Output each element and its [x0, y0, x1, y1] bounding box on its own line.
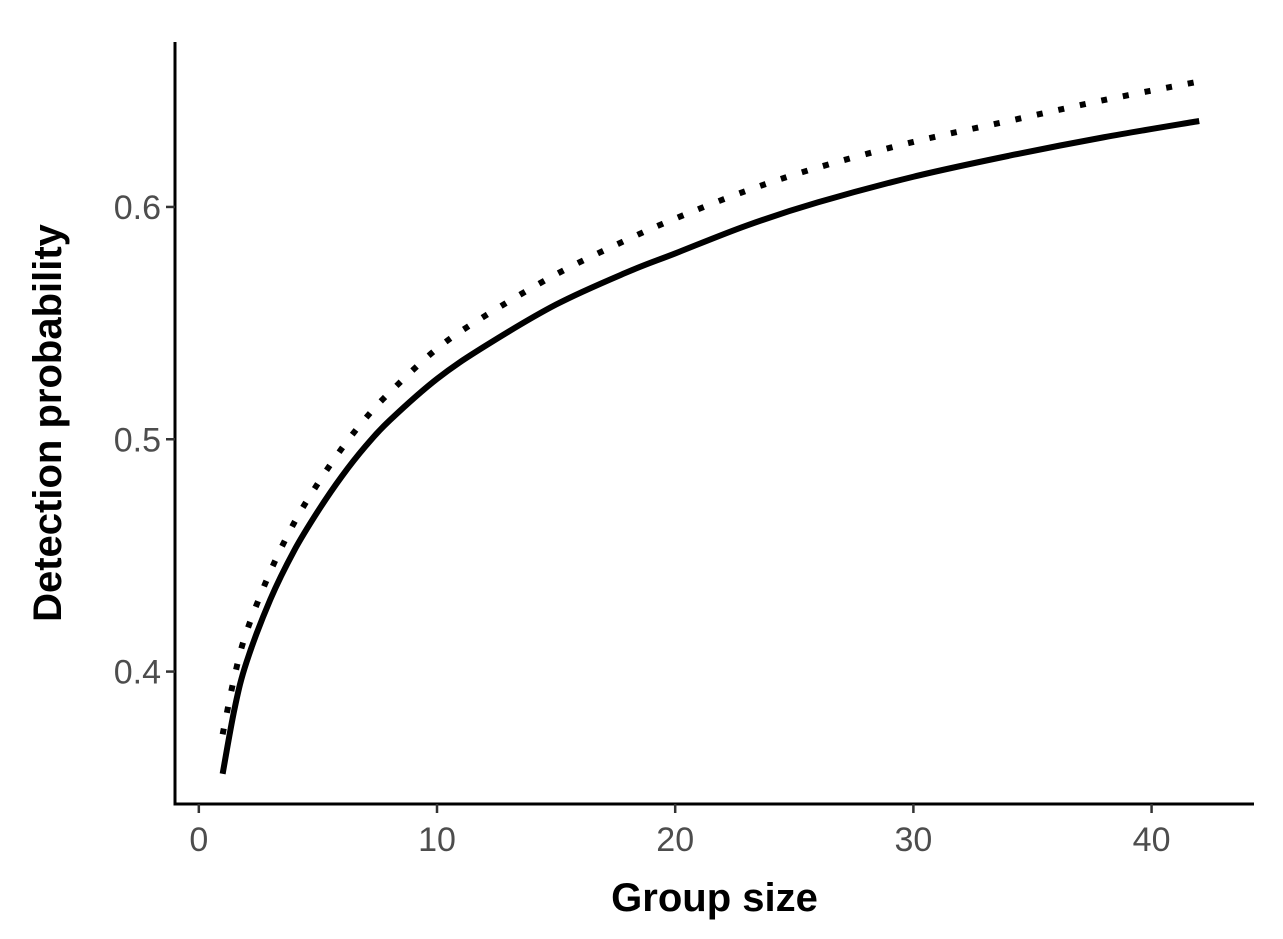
y-tick-label: 0.5: [114, 421, 161, 459]
x-tick-label: 20: [656, 821, 694, 859]
x-axis-ticks: 0 10 20 30 40: [189, 804, 1170, 859]
y-axis-title: Detection probability: [26, 223, 70, 622]
series-layer: [219, 78, 1200, 775]
y-tick-label: 0.6: [114, 189, 161, 227]
x-tick-label: 40: [1133, 821, 1171, 859]
x-tick-label: 30: [894, 821, 932, 859]
series-line-dotted: [219, 78, 1200, 735]
x-tick-label: 0: [189, 821, 208, 859]
y-axis-ticks: 0.4 0.5 0.6: [114, 189, 175, 692]
series-line-solid: [219, 118, 1200, 775]
x-axis-title: Group size: [611, 876, 818, 920]
x-tick-label: 10: [418, 821, 456, 859]
y-tick-label: 0.4: [114, 654, 161, 692]
